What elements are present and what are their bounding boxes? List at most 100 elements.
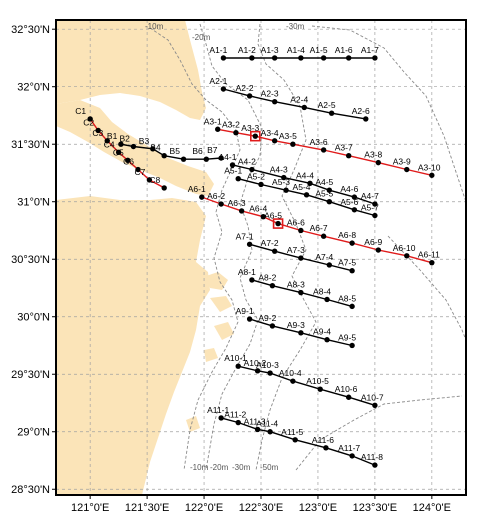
station-A4-7-marker	[372, 201, 378, 207]
y-tick-label: 30°0'N	[17, 312, 50, 324]
station-label: A8-4	[313, 286, 331, 296]
station-label: A1-7	[361, 45, 379, 55]
station-A3-10-marker	[429, 172, 435, 178]
station-label: A7-1	[236, 231, 254, 241]
y-axis-latitude: 32°30'N 32°0'N 31°30'N 31°0'N 30°30'N 30°0'N 2…	[11, 24, 56, 496]
station-label: C5	[113, 147, 124, 157]
station-A6-6-marker	[298, 227, 304, 234]
station-label: A7-5	[338, 258, 356, 268]
station-A5-6-marker	[351, 207, 358, 213]
station-A10-3-marker	[267, 370, 273, 376]
station-label: A5-7	[361, 203, 379, 213]
station-A5-2-marker	[258, 181, 264, 188]
station-label: A7-3	[287, 245, 305, 255]
isobath-20m	[199, 23, 263, 471]
station-A11-6-marker	[323, 445, 329, 451]
station-A11-2-marker	[235, 419, 241, 426]
station-A1-2-marker	[249, 55, 255, 61]
station-label: A3-4	[261, 128, 279, 138]
station-A2-5-marker	[328, 110, 335, 116]
station-label: A9-1	[236, 306, 254, 316]
station-label: A2-1	[209, 76, 227, 86]
station-A5-1-marker	[235, 176, 241, 182]
station-label: A2-4	[290, 94, 308, 104]
station-A6-2-marker	[218, 201, 224, 207]
station-label: A3-2	[222, 120, 240, 130]
station-A7-4-marker	[326, 262, 333, 268]
station-A1-6-marker	[345, 55, 352, 61]
station-A1-5-marker	[320, 55, 327, 61]
isobath-30m	[255, 23, 317, 471]
station-A3-5-marker	[290, 141, 296, 147]
station-A2-6-marker	[363, 116, 369, 122]
station-label: A11-3	[244, 416, 266, 426]
station-A4-3-marker	[281, 174, 287, 181]
station-label: A8-3	[287, 280, 305, 290]
isobaths	[149, 23, 466, 471]
station-A4-2-marker	[249, 166, 255, 173]
station-label: A3-1	[204, 116, 222, 126]
station-label: A11-5	[281, 427, 303, 437]
x-tick-label: 121°0'E	[71, 502, 109, 514]
station-A9-1-marker	[246, 316, 253, 322]
station-label: A5-2	[247, 171, 265, 181]
station-label: A5-1	[224, 166, 242, 176]
station-A2-3-marker	[271, 98, 278, 105]
station-A7-5-marker	[349, 268, 355, 274]
station-label: C8	[149, 175, 160, 185]
station-label: A3-9	[393, 157, 411, 167]
station-A3-1-marker	[215, 126, 221, 132]
station-C6-marker	[135, 166, 141, 173]
y-tick-label: 32°0'N	[17, 82, 50, 94]
station-label: A7-4	[315, 252, 333, 262]
station-label: A2-6	[352, 106, 370, 116]
station-label: A9-2	[258, 313, 276, 323]
isobath-label-7: -50m	[260, 463, 279, 472]
station-label: A6-9	[364, 237, 382, 247]
station-label: A11-4	[256, 419, 278, 429]
station-label: B3	[139, 136, 150, 146]
transect-A3-line	[217, 128, 432, 176]
station-label: A1-6	[335, 45, 353, 55]
isobath-label-3: -30m	[286, 22, 305, 31]
station-A11-4-marker	[267, 429, 273, 435]
highlight-square-A6-5	[272, 218, 284, 229]
station-label: A7-2	[261, 238, 279, 248]
station-A10-1-marker	[235, 363, 241, 369]
station-label: C3	[92, 128, 103, 138]
isobath-10m-north	[149, 27, 241, 471]
station-B3-marker	[150, 146, 156, 152]
x-tick-label: 122°0'E	[185, 502, 223, 514]
isobath-label-1: -10m	[145, 22, 164, 31]
station-label: A3-6	[310, 137, 328, 147]
station-A11-1-marker	[218, 415, 224, 421]
station-A6-11-marker	[429, 259, 435, 266]
station-A11-5-marker	[292, 437, 298, 443]
station-label: A3-10	[418, 162, 441, 172]
island-5	[186, 416, 200, 432]
station-label: A5-4	[293, 182, 311, 192]
station-label: A5-5	[315, 189, 333, 199]
station-A6-4-marker	[260, 213, 266, 220]
station-A7-3-marker	[298, 255, 304, 261]
station-label: A2-5	[318, 100, 336, 110]
station-A3-4-marker	[271, 138, 278, 144]
station-A2-4-marker	[301, 104, 307, 111]
station-label: A8-2	[258, 273, 276, 283]
station-A9-5-marker	[349, 342, 355, 349]
station-label: A2-3	[261, 89, 279, 99]
station-C1-marker	[87, 116, 93, 122]
station-label: A1-5	[310, 45, 328, 55]
station-label: A10-2	[244, 358, 267, 368]
station-label: A9-4	[313, 327, 331, 337]
island-3	[214, 322, 234, 340]
station-label: A11-6	[312, 435, 334, 445]
station-markers	[87, 55, 435, 468]
station-C3-marker	[104, 138, 110, 144]
station-B5-marker	[180, 156, 187, 162]
station-label: C1	[75, 106, 86, 116]
station-A8-3-marker	[298, 289, 304, 296]
station-A10-4-marker	[290, 378, 296, 384]
station-label: A8-1	[238, 267, 256, 277]
